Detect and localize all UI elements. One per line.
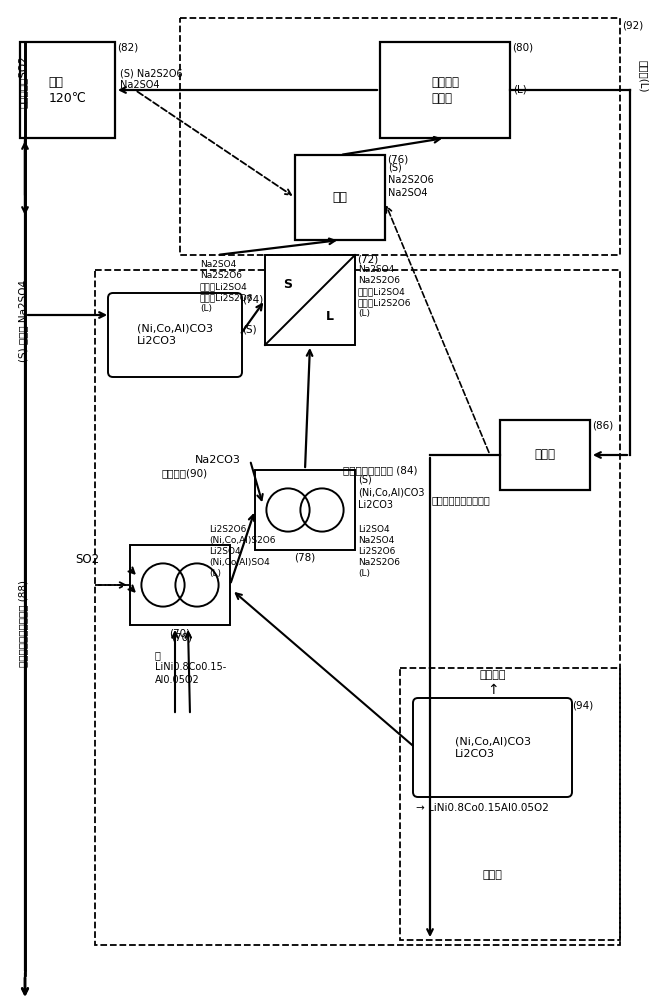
- Text: (Ni,Co,Al)CO3
Li2CO3: (Ni,Co,Al)CO3 Li2CO3: [137, 324, 213, 346]
- Text: Na2SO4
Na2S2O6
剩余的Li2SO4
剩余的Li2S2O6
(L): Na2SO4 Na2S2O6 剩余的Li2SO4 剩余的Li2S2O6 (L): [200, 260, 254, 313]
- Text: 纳滤器: 纳滤器: [535, 448, 556, 462]
- Text: (78): (78): [294, 553, 315, 563]
- Text: (80): (80): [512, 42, 533, 52]
- Text: L: L: [326, 310, 334, 323]
- Text: 回到浸出的SO2: 回到浸出的SO2: [18, 55, 28, 108]
- Text: 浓缩物(L): 浓缩物(L): [638, 60, 648, 93]
- Text: 废
LiNi0.8Co0.15-
Al0.05O2: 废 LiNi0.8Co0.15- Al0.05O2: [155, 650, 226, 685]
- Text: Na2SO4
Na2S2O6
剩余的Li2SO4
剩余的Li2S2O6
(L): Na2SO4 Na2S2O6 剩余的Li2SO4 剩余的Li2S2O6 (L): [358, 265, 411, 318]
- Text: → LiNi0.8Co0.15Al0.05O2: → LiNi0.8Co0.15Al0.05O2: [416, 803, 549, 813]
- Text: (82): (82): [117, 42, 138, 52]
- Text: (92): (92): [622, 20, 643, 30]
- Bar: [295, 155, 385, 240]
- Text: S: S: [283, 278, 292, 291]
- FancyBboxPatch shape: [413, 698, 572, 797]
- Bar: [130, 545, 230, 625]
- Text: 电池材料: 电池材料: [479, 670, 506, 680]
- Text: (S)
Na2S2O6
Na2SO4: (S) Na2S2O6 Na2SO4: [388, 163, 434, 198]
- Text: 用于冲洗的再循环的水: 用于冲洗的再循环的水: [431, 495, 490, 505]
- Text: (86): (86): [592, 420, 613, 430]
- Text: (S)
(Ni,Co,Al)CO3
Li2CO3: (S) (Ni,Co,Al)CO3 Li2CO3: [358, 475, 424, 510]
- Text: 离心机或
过滤器: 离心机或 过滤器: [431, 76, 459, 104]
- Text: (70): (70): [171, 633, 193, 643]
- Bar: [380, 42, 510, 138]
- Text: (Ni,Co,Al)CO3
Li2CO3: (Ni,Co,Al)CO3 Li2CO3: [455, 736, 530, 759]
- FancyBboxPatch shape: [108, 293, 242, 377]
- Text: (S) Na2S2O6
Na2SO4: (S) Na2S2O6 Na2SO4: [120, 68, 183, 90]
- Bar: [180, 18, 620, 255]
- Bar: [500, 420, 590, 490]
- Text: Li2SO4
Na2SO4
Li2S2O6
Na2S2O6
(L): Li2SO4 Na2SO4 Li2S2O6 Na2S2O6 (L): [358, 525, 400, 578]
- Bar: [265, 255, 355, 345]
- Bar: [20, 42, 115, 138]
- Bar: [95, 270, 620, 945]
- Text: ↑: ↑: [487, 683, 498, 697]
- Text: (72): (72): [357, 255, 378, 265]
- Text: 冲洗废水(90): 冲洗废水(90): [162, 468, 208, 478]
- Text: (74): (74): [242, 295, 263, 305]
- Text: SO2: SO2: [75, 553, 99, 566]
- Text: 水和锂的回收环路 (84): 水和锂的回收环路 (84): [343, 465, 417, 475]
- Text: Li2S2O6
(Ni,Co,Al)S2O6
Li2SO4
(Ni,Co,Al)SO4
(L): Li2S2O6 (Ni,Co,Al)S2O6 Li2SO4 (Ni,Co,Al)…: [209, 525, 276, 578]
- Text: (S): (S): [242, 325, 257, 335]
- Text: 用于冲洗的再循环的水 (88): 用于冲洗的再循环的水 (88): [18, 580, 28, 667]
- Bar: [400, 668, 620, 940]
- Text: Na2CO3: Na2CO3: [195, 455, 241, 465]
- Text: (L): (L): [513, 85, 527, 95]
- Text: (70): (70): [170, 628, 191, 638]
- Text: 加热
120℃: 加热 120℃: [49, 76, 86, 104]
- Bar: [255, 470, 355, 550]
- Text: 晶体: 晶体: [332, 191, 348, 204]
- Text: 任选的: 任选的: [482, 870, 503, 880]
- Text: (S) 高纯度 Na2SO4: (S) 高纯度 Na2SO4: [18, 280, 28, 362]
- Text: (76): (76): [387, 155, 408, 165]
- Text: (94): (94): [572, 700, 593, 710]
